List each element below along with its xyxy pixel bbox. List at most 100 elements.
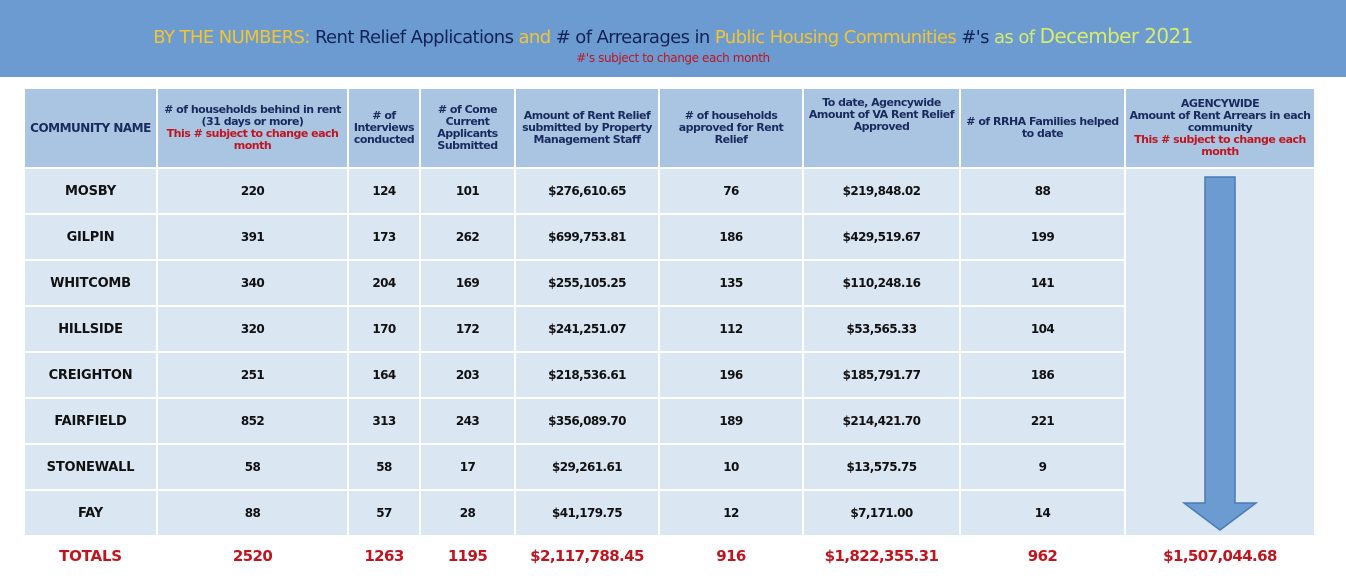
title-part-3: and <box>518 27 552 48</box>
cell-helped: 221 <box>961 399 1124 443</box>
cell-approved: 112 <box>660 307 802 351</box>
cell-community: FAIRFIELD <box>25 399 156 443</box>
total-arrears: $1,507,044.68 <box>1126 537 1314 575</box>
col-header-behind-note: This # subject to change each month <box>166 127 339 152</box>
page-subtitle: #'s subject to change each month <box>576 51 770 65</box>
cell-submitted: $699,753.81 <box>516 215 658 259</box>
title-part-4: # of Arrearages in <box>555 27 711 48</box>
title-part-5: Public Housing Communities <box>714 27 957 48</box>
col-header-helped: # of RRHA Families helped to date <box>961 89 1124 167</box>
title-part-1: BY THE NUMBERS: <box>153 27 310 48</box>
cell-community: MOSBY <box>25 169 156 213</box>
cell-va: $429,519.67 <box>804 215 959 259</box>
table-row: CREIGHTON 251 164 203 $218,536.61 196 $1… <box>25 353 1314 397</box>
col-header-behind: # of households behind in rent (31 days … <box>158 89 347 167</box>
totals-label: TOTALS <box>25 537 156 575</box>
cell-interviews: 313 <box>349 399 419 443</box>
cell-approved: 12 <box>660 491 802 535</box>
cell-behind: 251 <box>158 353 347 397</box>
cell-current: 262 <box>421 215 514 259</box>
cell-va: $13,575.75 <box>804 445 959 489</box>
cell-approved: 186 <box>660 215 802 259</box>
cell-approved: 10 <box>660 445 802 489</box>
cell-community: GILPIN <box>25 215 156 259</box>
col-header-behind-label: # of households behind in rent (31 days … <box>164 103 341 128</box>
cell-helped: 88 <box>961 169 1124 213</box>
cell-interviews: 124 <box>349 169 419 213</box>
header-row: COMMUNITY NAME # of households behind in… <box>25 89 1314 167</box>
total-approved: 916 <box>660 537 802 575</box>
cell-behind: 58 <box>158 445 347 489</box>
table-row: HILLSIDE 320 170 172 $241,251.07 112 $53… <box>25 307 1314 351</box>
title-part-2: Rent Relief Applications <box>314 27 514 48</box>
cell-interviews: 170 <box>349 307 419 351</box>
title-part-7: as of <box>993 27 1035 48</box>
total-helped: 962 <box>961 537 1124 575</box>
cell-community: STONEWALL <box>25 445 156 489</box>
cell-community: CREIGHTON <box>25 353 156 397</box>
cell-current: 101 <box>421 169 514 213</box>
total-interviews: 1263 <box>349 537 419 575</box>
cell-approved: 196 <box>660 353 802 397</box>
cell-current: 172 <box>421 307 514 351</box>
cell-approved: 76 <box>660 169 802 213</box>
col-header-arrears-note: This # subject to change each month <box>1134 133 1306 158</box>
cell-va: $214,421.70 <box>804 399 959 443</box>
cell-va: $185,791.77 <box>804 353 959 397</box>
cell-helped: 104 <box>961 307 1124 351</box>
numbers-table: COMMUNITY NAME # of households behind in… <box>23 87 1316 577</box>
cell-behind: 320 <box>158 307 347 351</box>
col-header-arrears-top: AGENCYWIDE <box>1180 97 1260 110</box>
title-part-6: #'s <box>961 27 989 48</box>
cell-submitted: $29,261.61 <box>516 445 658 489</box>
cell-behind: 220 <box>158 169 347 213</box>
col-header-va: To date, Agencywide Amount of VA Rent Re… <box>804 89 959 167</box>
total-current: 1195 <box>421 537 514 575</box>
cell-approved: 135 <box>660 261 802 305</box>
cell-submitted: $218,536.61 <box>516 353 658 397</box>
cell-current: 243 <box>421 399 514 443</box>
cell-helped: 9 <box>961 445 1124 489</box>
cell-interviews: 164 <box>349 353 419 397</box>
cell-interviews: 173 <box>349 215 419 259</box>
cell-community: HILLSIDE <box>25 307 156 351</box>
cell-current: 17 <box>421 445 514 489</box>
cell-interviews: 204 <box>349 261 419 305</box>
cell-helped: 141 <box>961 261 1124 305</box>
cell-va: $110,248.16 <box>804 261 959 305</box>
cell-va: $53,565.33 <box>804 307 959 351</box>
col-header-approved: # of households approved for Rent Relief <box>660 89 802 167</box>
table-row: STONEWALL 58 58 17 $29,261.61 10 $13,575… <box>25 445 1314 489</box>
cell-behind: 391 <box>158 215 347 259</box>
page-title: BY THE NUMBERS: Rent Relief Applications… <box>0 24 1346 48</box>
cell-current: 169 <box>421 261 514 305</box>
arrears-arrow-cell <box>1126 169 1314 535</box>
cell-current: 203 <box>421 353 514 397</box>
col-header-current: # of Come Current Applicants Submitted <box>421 89 514 167</box>
cell-submitted: $241,251.07 <box>516 307 658 351</box>
cell-behind: 88 <box>158 491 347 535</box>
cell-submitted: $276,610.65 <box>516 169 658 213</box>
cell-va: $7,171.00 <box>804 491 959 535</box>
col-header-arrears-label: Amount of Rent Arrears in each community <box>1129 109 1311 134</box>
cell-behind: 852 <box>158 399 347 443</box>
total-va: $1,822,355.31 <box>804 537 959 575</box>
cell-interviews: 58 <box>349 445 419 489</box>
col-header-community: COMMUNITY NAME <box>25 89 156 167</box>
down-arrow-icon <box>1181 176 1259 531</box>
title-banner: BY THE NUMBERS: Rent Relief Applications… <box>0 0 1346 77</box>
table-row: GILPIN 391 173 262 $699,753.81 186 $429,… <box>25 215 1314 259</box>
table-row: WHITCOMB 340 204 169 $255,105.25 135 $11… <box>25 261 1314 305</box>
cell-va: $219,848.02 <box>804 169 959 213</box>
total-behind: 2520 <box>158 537 347 575</box>
table-row: FAIRFIELD 852 313 243 $356,089.70 189 $2… <box>25 399 1314 443</box>
col-header-submitted: Amount of Rent Relief submitted by Prope… <box>516 89 658 167</box>
cell-submitted: $41,179.75 <box>516 491 658 535</box>
cell-helped: 199 <box>961 215 1124 259</box>
table-row: FAY 88 57 28 $41,179.75 12 $7,171.00 14 <box>25 491 1314 535</box>
cell-community: WHITCOMB <box>25 261 156 305</box>
cell-behind: 340 <box>158 261 347 305</box>
col-header-arrears: AGENCYWIDE Amount of Rent Arrears in eac… <box>1126 89 1314 167</box>
cell-community: FAY <box>25 491 156 535</box>
totals-row: TOTALS 2520 1263 1195 $2,117,788.45 916 … <box>25 537 1314 575</box>
